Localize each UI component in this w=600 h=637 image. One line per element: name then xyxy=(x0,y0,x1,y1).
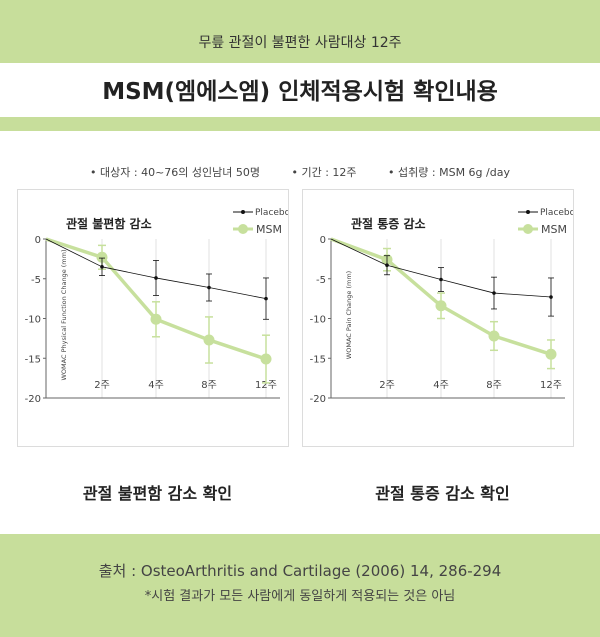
chart-panel-function: 0 -5 -10 -15 -20 2주 4주 8주 12주 WOMAC Physical Func… xyxy=(17,189,289,447)
x-tick-label: 4주 xyxy=(433,380,449,391)
placebo-series-point xyxy=(439,277,443,282)
chart-title: 관절 통증 감소 xyxy=(351,216,426,231)
header-band xyxy=(0,0,600,63)
placebo-series-point xyxy=(207,285,211,290)
chart-panel-pain: 0 -5 -10 -15 -20 2주 4주 8주 12주 WOMAC Pain Change (… xyxy=(302,189,574,447)
study-period: • 기간 : 12주 xyxy=(291,166,357,179)
x-tick-label: 2주 xyxy=(379,380,395,391)
y-tick-label: -10 xyxy=(310,315,326,326)
source-citation: 출처 : OsteoArthritis and Cartilage (2006)… xyxy=(98,562,502,580)
legend-msm-label: MSM xyxy=(541,223,567,236)
caption-pain: 관절 통증 감소 확인 xyxy=(375,484,510,503)
msm-series-point xyxy=(150,313,162,325)
footer-band xyxy=(0,534,600,637)
chart-title: 관절 불편함 감소 xyxy=(66,216,152,231)
study-subjects: • 대상자 : 40~76의 성인남녀 50명 xyxy=(90,166,260,179)
placebo-series-point xyxy=(385,263,389,268)
y-tick-label: -20 xyxy=(310,394,326,405)
placebo-series-point xyxy=(154,276,158,280)
msm-series-point xyxy=(96,251,108,263)
x-tick-label: 12주 xyxy=(540,380,562,391)
msm-series-point xyxy=(545,348,557,360)
function-change-chart: 0 -5 -10 -15 -20 2주 4주 8주 12주 WOMAC Physical Func… xyxy=(25,208,288,405)
x-tick-label: 2주 xyxy=(94,380,110,391)
x-tick-label: 4주 xyxy=(148,380,164,391)
legend-placebo-marker xyxy=(241,210,245,214)
placebo-series-point xyxy=(549,295,553,299)
placebo-series-point xyxy=(100,265,104,269)
legend-msm-label: MSM xyxy=(256,223,282,236)
placebo-series-point xyxy=(492,291,496,295)
x-tick-label: 12주 xyxy=(255,380,277,391)
y-tick-label: -10 xyxy=(25,315,41,326)
legend-placebo-marker xyxy=(526,210,530,214)
divider-band xyxy=(0,117,600,131)
legend-msm-marker xyxy=(523,224,533,234)
y-tick-label: -15 xyxy=(25,354,41,365)
y-axis-title: WOMAC Physical Function Change (mm) xyxy=(60,250,68,381)
msm-series-point xyxy=(260,353,272,365)
msm-series-point xyxy=(203,334,215,346)
legend-msm-marker xyxy=(238,224,248,234)
study-info: • 대상자 : 40~76의 성인남녀 50명 • 기간 : 12주 • 섭취량… xyxy=(0,164,600,180)
pain-change-chart: 0 -5 -10 -15 -20 2주 4주 8주 12주 WOMAC Pain Change (… xyxy=(310,208,573,405)
x-tick-label: 8주 xyxy=(486,380,502,391)
caption-function: 관절 불편함 감소 확인 xyxy=(82,484,233,503)
study-dose: • 섭취량 : MSM 6g /day xyxy=(388,166,510,179)
y-tick-label: -15 xyxy=(310,354,326,365)
disclaimer-note: *시험 결과가 모든 사람에게 동일하게 적용되는 것은 아님 xyxy=(144,589,456,604)
y-tick-label: 0 xyxy=(35,235,41,246)
x-tick-label: 8주 xyxy=(201,380,217,391)
placebo-series-point xyxy=(264,296,268,301)
legend-placebo-label: Placebo xyxy=(540,208,573,218)
legend-placebo-label: Placebo xyxy=(255,208,288,218)
page-title: MSM(엠에스엠) 인체적용시험 확인내용 xyxy=(102,79,498,105)
header-subtitle: 무릎 관절이 불편한 사람대상 12주 xyxy=(198,35,402,51)
y-tick-label: 0 xyxy=(320,235,326,246)
msm-series-point xyxy=(435,300,447,312)
msm-series-point xyxy=(488,330,500,342)
y-axis-title: WOMAC Pain Change (mm) xyxy=(345,271,353,359)
y-tick-label: -5 xyxy=(31,275,41,286)
y-tick-label: -20 xyxy=(25,394,41,405)
y-tick-label: -5 xyxy=(316,275,326,286)
